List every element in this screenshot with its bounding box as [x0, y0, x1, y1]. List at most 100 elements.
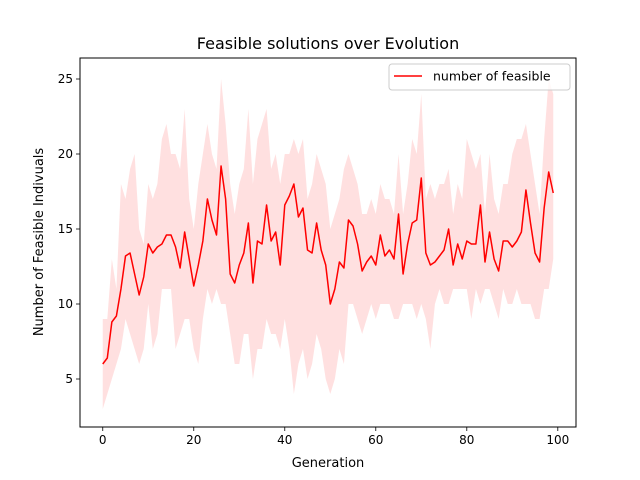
data-point: [392, 258, 395, 261]
data-point: [306, 249, 309, 252]
x-axis: 0 20 40 60 80 100: [99, 427, 569, 447]
data-point: [379, 234, 382, 237]
data-point: [233, 282, 236, 285]
data-point: [479, 204, 482, 207]
data-point: [402, 273, 405, 276]
data-point: [220, 165, 223, 168]
data-point: [156, 246, 159, 249]
data-point: [247, 222, 250, 225]
legend-box: [388, 63, 571, 91]
data-point: [538, 261, 541, 264]
y-axis: 5 10 15 20 25: [58, 72, 80, 386]
data-point: [529, 222, 532, 225]
data-point: [488, 231, 491, 234]
data-point: [133, 273, 136, 276]
data-point: [420, 177, 423, 180]
data-point: [429, 264, 432, 267]
data-point: [251, 282, 254, 285]
data-point: [397, 213, 400, 216]
data-point: [447, 228, 450, 231]
y-tick-label: 5: [65, 372, 73, 386]
data-point: [288, 195, 291, 198]
data-point: [329, 303, 332, 306]
data-point: [129, 252, 132, 255]
data-point: [301, 207, 304, 210]
data-point: [311, 252, 314, 255]
data-point: [320, 249, 323, 252]
data-point: [333, 288, 336, 291]
data-point: [497, 270, 500, 273]
x-tick-label: 0: [99, 433, 107, 447]
data-point: [452, 264, 455, 267]
x-axis-label: Generation: [292, 456, 365, 471]
data-point: [256, 240, 259, 243]
data-point: [165, 234, 168, 237]
data-point: [197, 264, 200, 267]
data-point: [338, 261, 341, 264]
data-point: [461, 258, 464, 261]
data-point: [119, 288, 122, 291]
data-point: [415, 219, 418, 222]
x-tick-label: 20: [186, 433, 201, 447]
data-point: [315, 222, 318, 225]
data-point: [183, 231, 186, 234]
data-point: [206, 198, 209, 201]
data-point: [151, 252, 154, 255]
data-point: [147, 243, 150, 246]
data-point: [138, 294, 141, 297]
y-tick-label: 25: [58, 72, 73, 86]
data-point: [292, 183, 295, 186]
data-point: [215, 234, 218, 237]
data-point: [502, 240, 505, 243]
data-point: [229, 273, 232, 276]
data-point: [474, 243, 477, 246]
axes-frame: [79, 57, 577, 428]
data-point: [242, 252, 245, 255]
data-point: [547, 171, 550, 174]
data-point: [170, 234, 173, 237]
y-tick-label: 20: [58, 147, 73, 161]
data-point: [388, 249, 391, 252]
data-point: [424, 252, 427, 255]
series-0-band: [102, 79, 554, 409]
data-point: [224, 198, 227, 201]
x-tick-label: 80: [459, 433, 474, 447]
legend-label: number of feasible: [433, 69, 551, 84]
data-point: [210, 219, 213, 222]
y-axis-label: Number of Feasible Indivuals: [32, 148, 47, 337]
chart-title: Feasible solutions over Evolution: [197, 34, 459, 53]
data-point: [192, 285, 195, 288]
x-tick-label: 60: [368, 433, 383, 447]
data-point: [515, 240, 518, 243]
data-point: [324, 264, 327, 267]
data-point: [270, 240, 273, 243]
data-point: [279, 264, 282, 267]
data-point: [433, 261, 436, 264]
data-point: [443, 249, 446, 252]
plot-area: [102, 79, 554, 409]
data-point: [106, 357, 109, 360]
data-point: [374, 264, 377, 267]
data-point: [456, 243, 459, 246]
data-point: [511, 246, 514, 249]
data-point: [483, 261, 486, 264]
legend: number of feasible: [388, 63, 571, 91]
data-point: [356, 243, 359, 246]
data-point: [406, 243, 409, 246]
data-point: [188, 258, 191, 261]
data-point: [283, 204, 286, 207]
data-point: [261, 243, 264, 246]
series-0-line: [102, 165, 554, 365]
data-point: [470, 243, 473, 246]
data-point: [342, 267, 345, 270]
data-point: [160, 243, 163, 246]
data-point: [179, 267, 182, 270]
x-tick-label: 100: [546, 433, 569, 447]
y-tick-label: 10: [58, 297, 73, 311]
data-point: [110, 321, 113, 324]
data-point: [201, 240, 204, 243]
data-point: [465, 240, 468, 243]
data-point: [297, 216, 300, 219]
data-point: [352, 225, 355, 228]
